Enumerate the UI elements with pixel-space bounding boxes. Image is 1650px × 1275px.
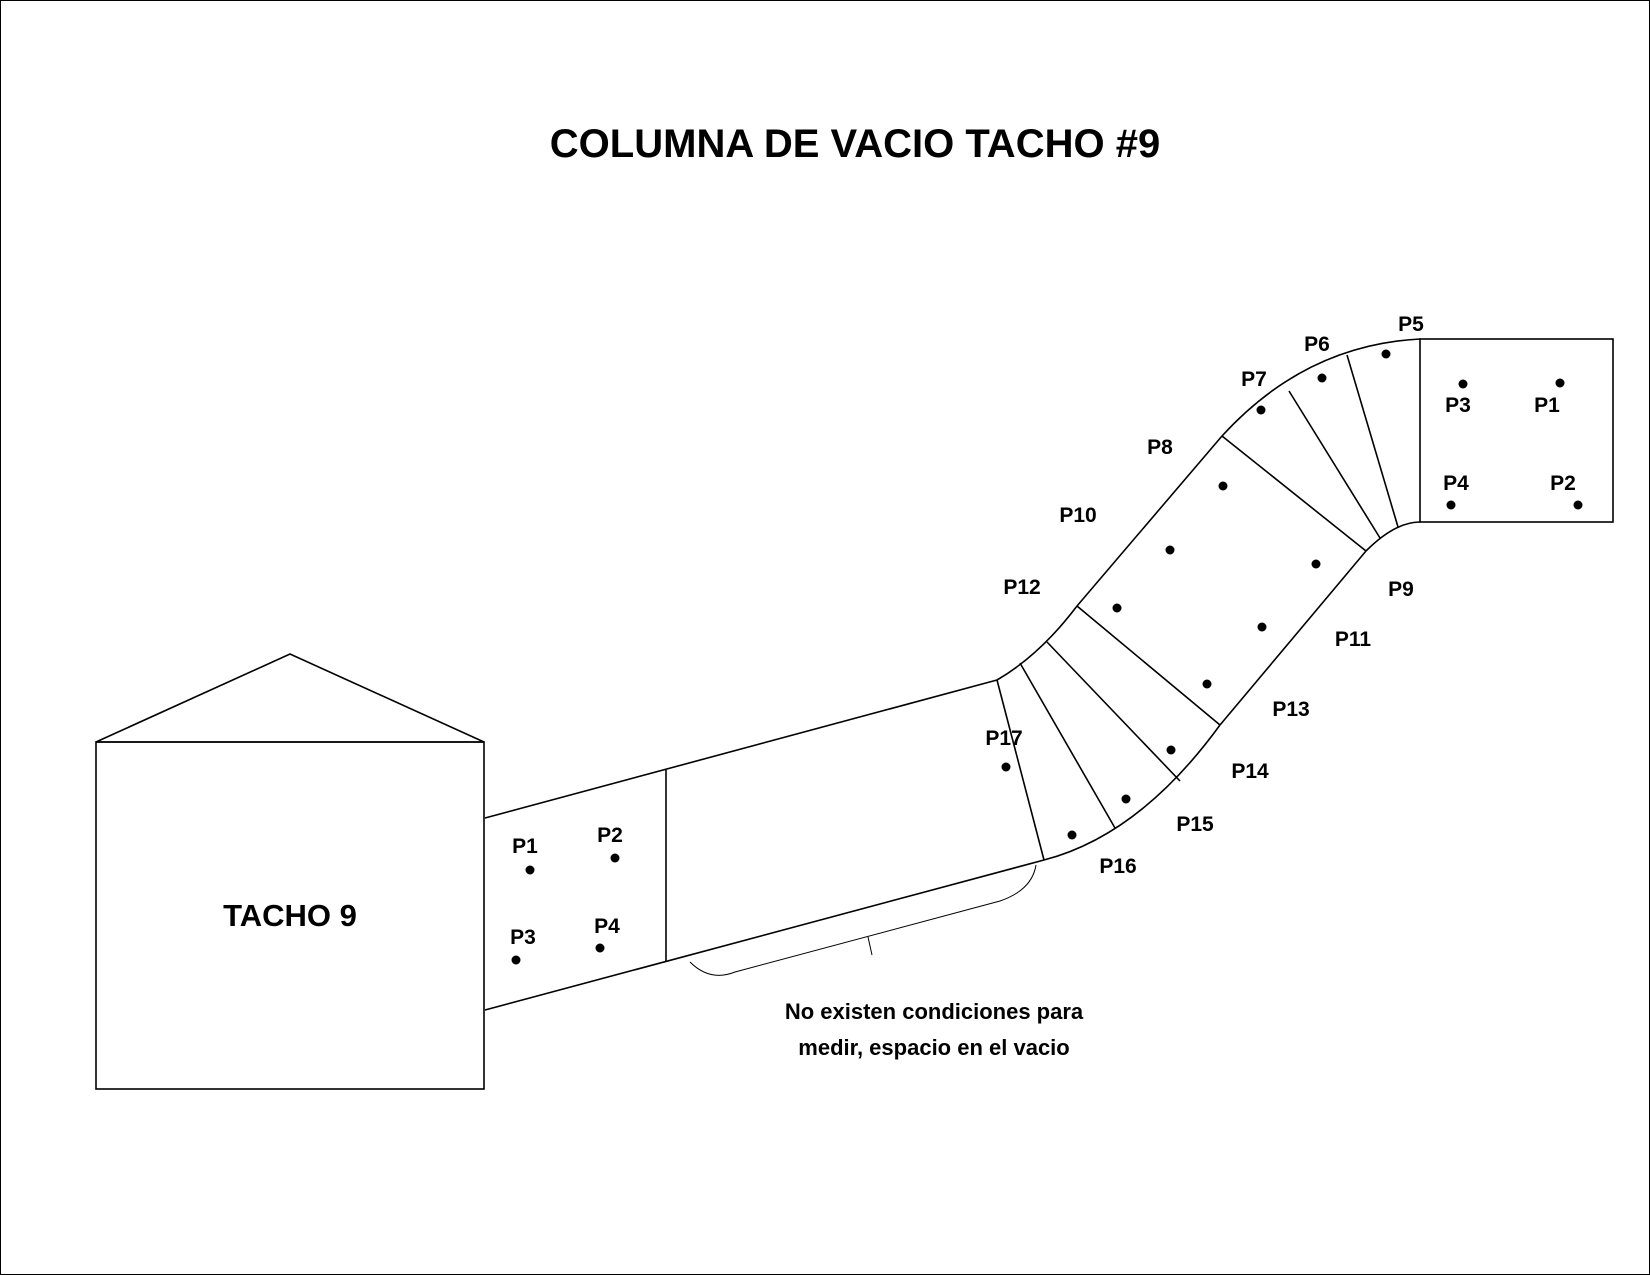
point-label-bend-p16: P16 (1099, 855, 1136, 878)
point-label-bend-p8: P8 (1147, 436, 1173, 459)
measurement-dot (1256, 405, 1266, 415)
tank-body (95, 741, 485, 1090)
point-label-bend-p15: P15 (1176, 813, 1214, 836)
measurement-dot (1317, 373, 1327, 383)
bend-divider (1019, 662, 1116, 829)
point-label-right-p2: P2 (1550, 472, 1576, 495)
point-label-left-p3: P3 (510, 926, 536, 949)
duct-divider (996, 679, 1045, 861)
measurement-dot (1257, 622, 1267, 632)
point-label-right-p3: P3 (1445, 394, 1471, 417)
measurement-dot (1001, 762, 1011, 772)
note-line-2: medir, espacio en el vacio (798, 1035, 1070, 1060)
point-label-bend-p17: P17 (985, 727, 1022, 750)
point-label-bend-p10: P10 (1059, 504, 1096, 527)
point-label-bend-p11: P11 (1335, 628, 1372, 651)
upper-bend-outer-edge (1365, 521, 1421, 552)
bend-divider (1046, 641, 1181, 782)
measurement-dot (1202, 679, 1212, 689)
point-label-right-p4: P4 (1443, 472, 1469, 495)
point-label-bend-p12: P12 (1003, 576, 1040, 599)
tank-label: TACHO 9 (223, 898, 357, 933)
upper-bend-divider (1346, 354, 1399, 528)
measurement-dot (525, 865, 535, 875)
bend-outer-edge (1043, 724, 1221, 861)
measurement-dot (595, 943, 605, 953)
point-label-left-p4: P4 (594, 915, 620, 938)
point-label-left-p2: P2 (597, 824, 623, 847)
measurement-dot (1218, 481, 1228, 491)
measurement-dot (1165, 545, 1175, 555)
duct-outline (484, 338, 1614, 1011)
point-label-bend-p13: P13 (1272, 698, 1309, 721)
note-text: No existen condiciones para medir, espac… (734, 994, 1134, 1066)
top-box (1419, 338, 1614, 523)
measurement-dot (610, 853, 620, 863)
upper-bend-divider (1288, 390, 1381, 539)
measurement-dot (1555, 378, 1565, 388)
point-label-bend-p5: P5 (1398, 313, 1424, 336)
measurement-dot (1446, 500, 1456, 510)
point-label-right-p1: P1 (1534, 394, 1560, 417)
brace-tick (867, 936, 873, 956)
note-line-1: No existen condiciones para (784, 999, 1084, 1024)
riser-inner-edge (1076, 435, 1223, 607)
measurement-dot (511, 955, 521, 965)
upper-bend-inner-edge (1221, 338, 1421, 437)
tank-roof (95, 653, 485, 743)
measurement-dot (1381, 349, 1391, 359)
brace (689, 864, 1037, 976)
measurement-dot (1166, 745, 1176, 755)
measurement-dot (1311, 559, 1321, 569)
measurement-dot (1121, 794, 1131, 804)
measurement-dot (1458, 379, 1468, 389)
duct-top-edge (484, 679, 998, 819)
bend-inner-edge (996, 605, 1078, 681)
measurement-dots (511, 349, 1583, 965)
measurement-dot (1573, 500, 1583, 510)
point-label-bend-p6: P6 (1304, 333, 1330, 356)
point-labels: P1 P2 P3 P4 P1 P2 P3 P4 P5 P6 P7 P8 P9 P10 P11 P12 P13 P1… (510, 313, 1576, 949)
tank-group (95, 653, 485, 1090)
duct-bottom-edge (484, 859, 1045, 1011)
riser-divider (1221, 435, 1367, 552)
point-label-left-p1: P1 (512, 835, 538, 858)
point-label-bend-p7: P7 (1241, 368, 1267, 391)
measurement-dot (1112, 603, 1122, 613)
point-label-bend-p9: P9 (1388, 578, 1414, 601)
point-label-bend-p14: P14 (1231, 760, 1269, 783)
riser-outer-edge (1219, 550, 1367, 726)
bend-divider (1076, 605, 1221, 726)
diagram-title: COLUMNA DE VACIO TACHO #9 (549, 122, 1161, 166)
measurement-dot (1067, 830, 1077, 840)
